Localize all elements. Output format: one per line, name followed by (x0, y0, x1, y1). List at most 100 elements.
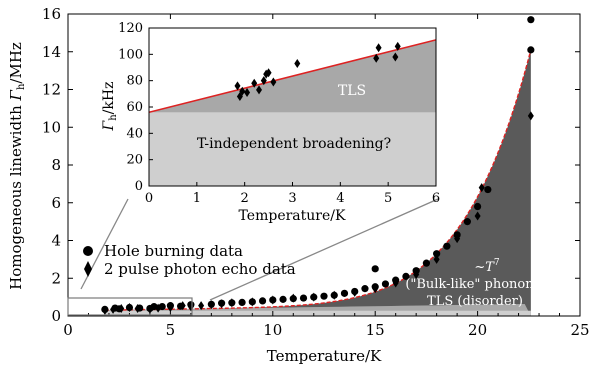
data-point-photon-echo (527, 111, 534, 121)
data-point-photon-echo (433, 254, 440, 264)
inset-y-tick-label: 20 (126, 153, 143, 168)
x-tick-label: 15 (366, 321, 385, 339)
data-point-hole-burning (463, 218, 471, 226)
data-point-photon-echo (478, 183, 485, 193)
x-tick-label: 5 (166, 321, 176, 339)
inset-y-tick-label: 120 (118, 21, 143, 36)
data-point-photon-echo (413, 269, 420, 279)
inset-data-point (373, 53, 380, 63)
inset-x-tick-label: 6 (432, 191, 440, 206)
main-fit-curve (104, 49, 532, 311)
legend-circle-marker (83, 246, 93, 256)
data-point-hole-burning (320, 292, 328, 300)
inset-x-tick-label: 3 (288, 191, 296, 206)
data-point-photon-echo (179, 301, 186, 311)
data-point-hole-burning (238, 298, 246, 307)
data-point-photon-echo (155, 303, 162, 313)
data-point-photon-echo (392, 278, 399, 288)
y-tick-label: 6 (51, 194, 61, 212)
inset-region-label-tls: TLS (338, 83, 366, 99)
legend-item-photon-echo: 2 pulse photon echo data (104, 260, 296, 278)
inset-y-tick-label: 100 (118, 47, 143, 62)
inset-data-point (392, 52, 399, 62)
inset-x-axis-label: Temperature/K (239, 208, 346, 224)
inset-data-points (234, 41, 401, 101)
region-constant (104, 310, 531, 316)
data-point-photon-echo (269, 295, 276, 305)
data-point-photon-echo (372, 284, 379, 294)
data-point-hole-burning (371, 265, 379, 273)
inset-data-point (234, 81, 241, 91)
inset-region-constant (149, 112, 436, 186)
inset-data-point (239, 86, 246, 96)
inset-x-tick-label: 1 (193, 191, 201, 206)
region-label-tls-disorder: TLS (disorder) (427, 294, 523, 309)
inset-y-tick-label: 40 (126, 126, 143, 141)
x-tick-label: 25 (570, 321, 589, 339)
inset-data-point (375, 43, 382, 53)
data-point-hole-burning (443, 242, 451, 250)
region-power-law (104, 49, 531, 316)
y-tick-label: 14 (42, 43, 61, 61)
inset-x-tick-label: 5 (384, 191, 392, 206)
data-point-photon-echo (249, 297, 256, 307)
inset-data-point (256, 85, 263, 95)
main-data-points (101, 16, 535, 315)
data-point-photon-echo (310, 292, 317, 302)
data-point-photon-echo (218, 299, 225, 309)
region-label-bulk-phonon: ("Bulk-like" phonon) (405, 277, 538, 292)
data-point-hole-burning (381, 280, 390, 288)
data-point-photon-echo (208, 300, 215, 310)
data-point-hole-burning (474, 202, 482, 211)
region-label-power-law: ~T7 (474, 258, 500, 275)
inset-y-tick-label: 0 (135, 179, 143, 194)
inset-shaded-regions (149, 39, 436, 186)
data-point-hole-burning (433, 250, 441, 258)
data-point-hole-burning (422, 259, 430, 267)
y-tick-label: 0 (51, 307, 61, 325)
data-point-hole-burning (279, 295, 287, 303)
data-point-photon-echo (198, 301, 205, 311)
main-y-axis-label: Homogeneous linewidth Γh/MHz (7, 42, 27, 290)
y-tick-label: 4 (51, 232, 61, 250)
data-point-photon-echo (134, 303, 141, 313)
y-tick-label: 8 (51, 156, 61, 174)
zoom-region-box (67, 297, 193, 316)
data-point-hole-burning (361, 285, 369, 293)
inset-x-tick-label: 4 (336, 191, 344, 206)
data-point-hole-burning (258, 297, 267, 305)
data-point-hole-burning (402, 272, 410, 280)
y-tick-label: 16 (42, 5, 61, 23)
data-point-hole-burning (340, 289, 349, 297)
data-point-photon-echo (474, 211, 481, 221)
legend-item-hole-burning: Hole burning data (104, 242, 243, 260)
inset-data-point (394, 41, 401, 51)
inset-y-tick-label: 60 (126, 100, 143, 115)
data-point-photon-echo (118, 303, 125, 313)
data-point-photon-echo (351, 287, 358, 297)
legend: Hole burning data 2 pulse photon echo da… (83, 242, 296, 278)
inset-x-tick-label: 0 (145, 191, 153, 206)
inset-data-point (294, 59, 301, 69)
x-tick-label: 10 (263, 321, 282, 339)
inset-fit-line (149, 39, 436, 114)
data-point-photon-echo (126, 303, 133, 313)
data-point-photon-echo (110, 304, 117, 314)
inset-data-point (265, 68, 272, 78)
data-point-photon-echo (101, 305, 108, 315)
data-point-photon-echo (454, 234, 461, 244)
main-x-axis-label: Temperature/K (267, 347, 382, 365)
data-point-hole-burning (527, 16, 535, 24)
inset-region-label-constant: T-independent broadening? (197, 136, 391, 152)
inset-data-point (270, 77, 277, 87)
inset-x-tick-label: 2 (241, 191, 249, 206)
data-point-photon-echo (228, 298, 235, 308)
data-point-photon-echo (290, 293, 297, 303)
zoom-connector-right (209, 198, 439, 301)
data-point-photon-echo (167, 303, 174, 313)
